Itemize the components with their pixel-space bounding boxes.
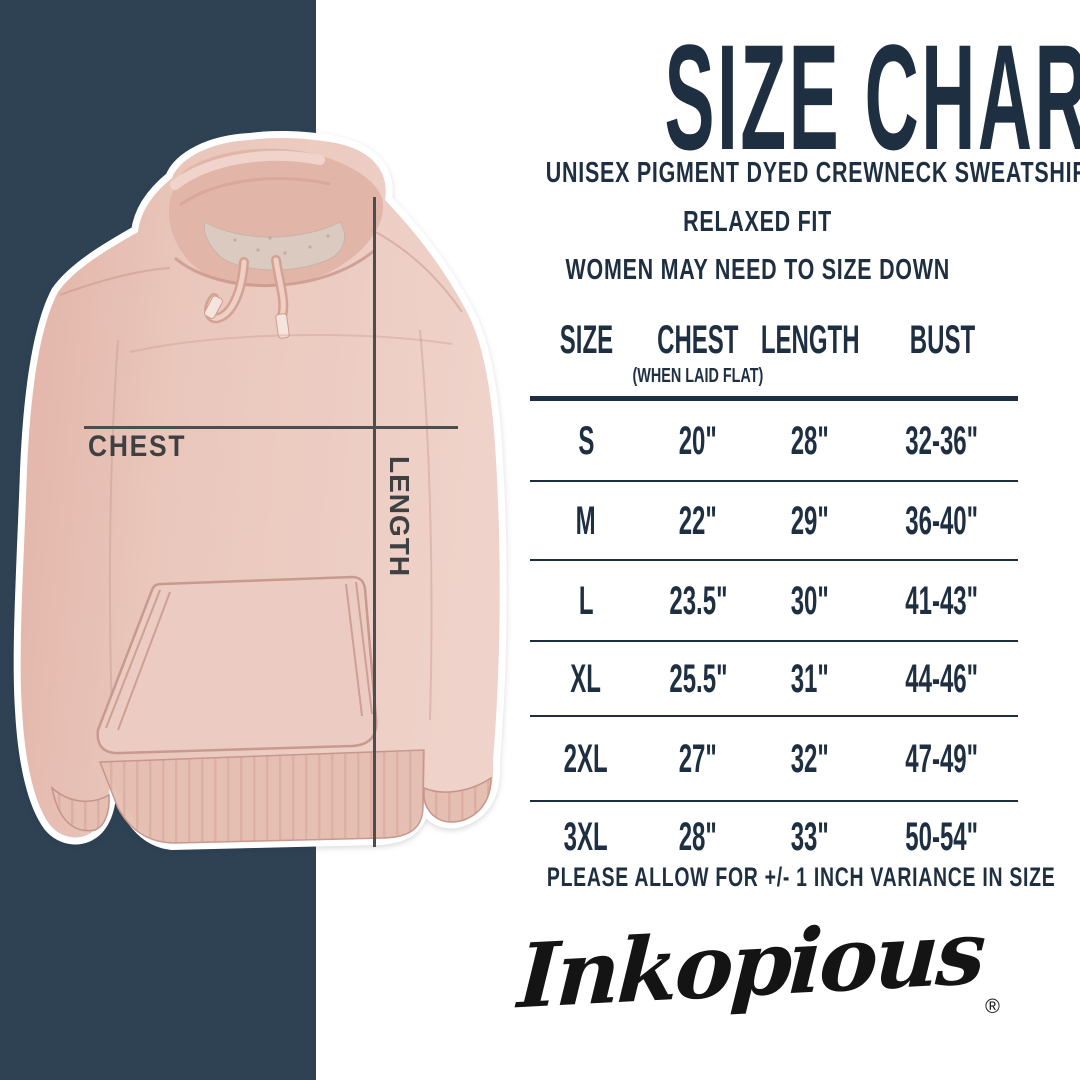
brand-wordmark: Inkopious [515, 899, 986, 1029]
drawstrings [203, 255, 290, 339]
right-cuff [423, 776, 492, 823]
size-table: SIZE CHEST (WHEN LAID FLAT) LENGTH BUST … [530, 320, 1018, 872]
table-row: XL 25.5" 31" 44-46" [530, 642, 1018, 717]
chest-note: (WHEN LAID FLAT) [632, 365, 764, 387]
inkopious-logo: Inkopious® [448, 900, 1068, 1029]
column-header-chest: CHEST (WHEN LAID FLAT) [632, 318, 764, 387]
left-cuff [50, 785, 110, 832]
column-header-size: SIZE [559, 318, 613, 362]
size-table-body: S 20" 28" 32-36" M 22" 29" 36-40" L 23.5… [530, 396, 1018, 872]
chest-measure-line [84, 426, 458, 429]
collar-insert [203, 221, 346, 271]
table-row: 2XL 27" 32" 47-49" [530, 717, 1018, 802]
size-chart-title: SIZE CHART [427, 22, 1080, 172]
subtitle-sizing-advice: WOMEN MAY NEED TO SIZE DOWN [565, 254, 951, 286]
table-row: L 23.5" 30" 41-43" [530, 561, 1018, 642]
table-row: S 20" 28" 32-36" [530, 401, 1018, 482]
variance-footnote: PLEASE ALLOW FOR +/- 1 INCH VARIANCE IN … [546, 862, 1056, 892]
subtitle-fit: RELAXED FIT [683, 206, 833, 238]
chest-measure-label: CHEST [88, 430, 187, 463]
subtitle-product: UNISEX PIGMENT DYED CREWNECK SWEATSHIRT [545, 157, 1080, 189]
length-measure-label: LENGTH [384, 456, 415, 578]
hoodie-photo [13, 130, 507, 850]
length-measure-line [373, 197, 376, 847]
size-table-header: SIZE CHEST (WHEN LAID FLAT) LENGTH BUST [530, 320, 1018, 396]
hem-band [98, 749, 425, 844]
kangaroo-pocket [96, 575, 378, 755]
table-row: 3XL 28" 33" 50-54" [563, 815, 979, 859]
size-chart-title-text: SIZE CHART [664, 13, 1080, 181]
registered-trademark-icon: ® [985, 996, 1000, 1018]
table-row: M 22" 29" 36-40" [530, 482, 1018, 561]
column-header-length: LENGTH [760, 318, 860, 362]
column-header-bust: BUST [909, 318, 975, 362]
